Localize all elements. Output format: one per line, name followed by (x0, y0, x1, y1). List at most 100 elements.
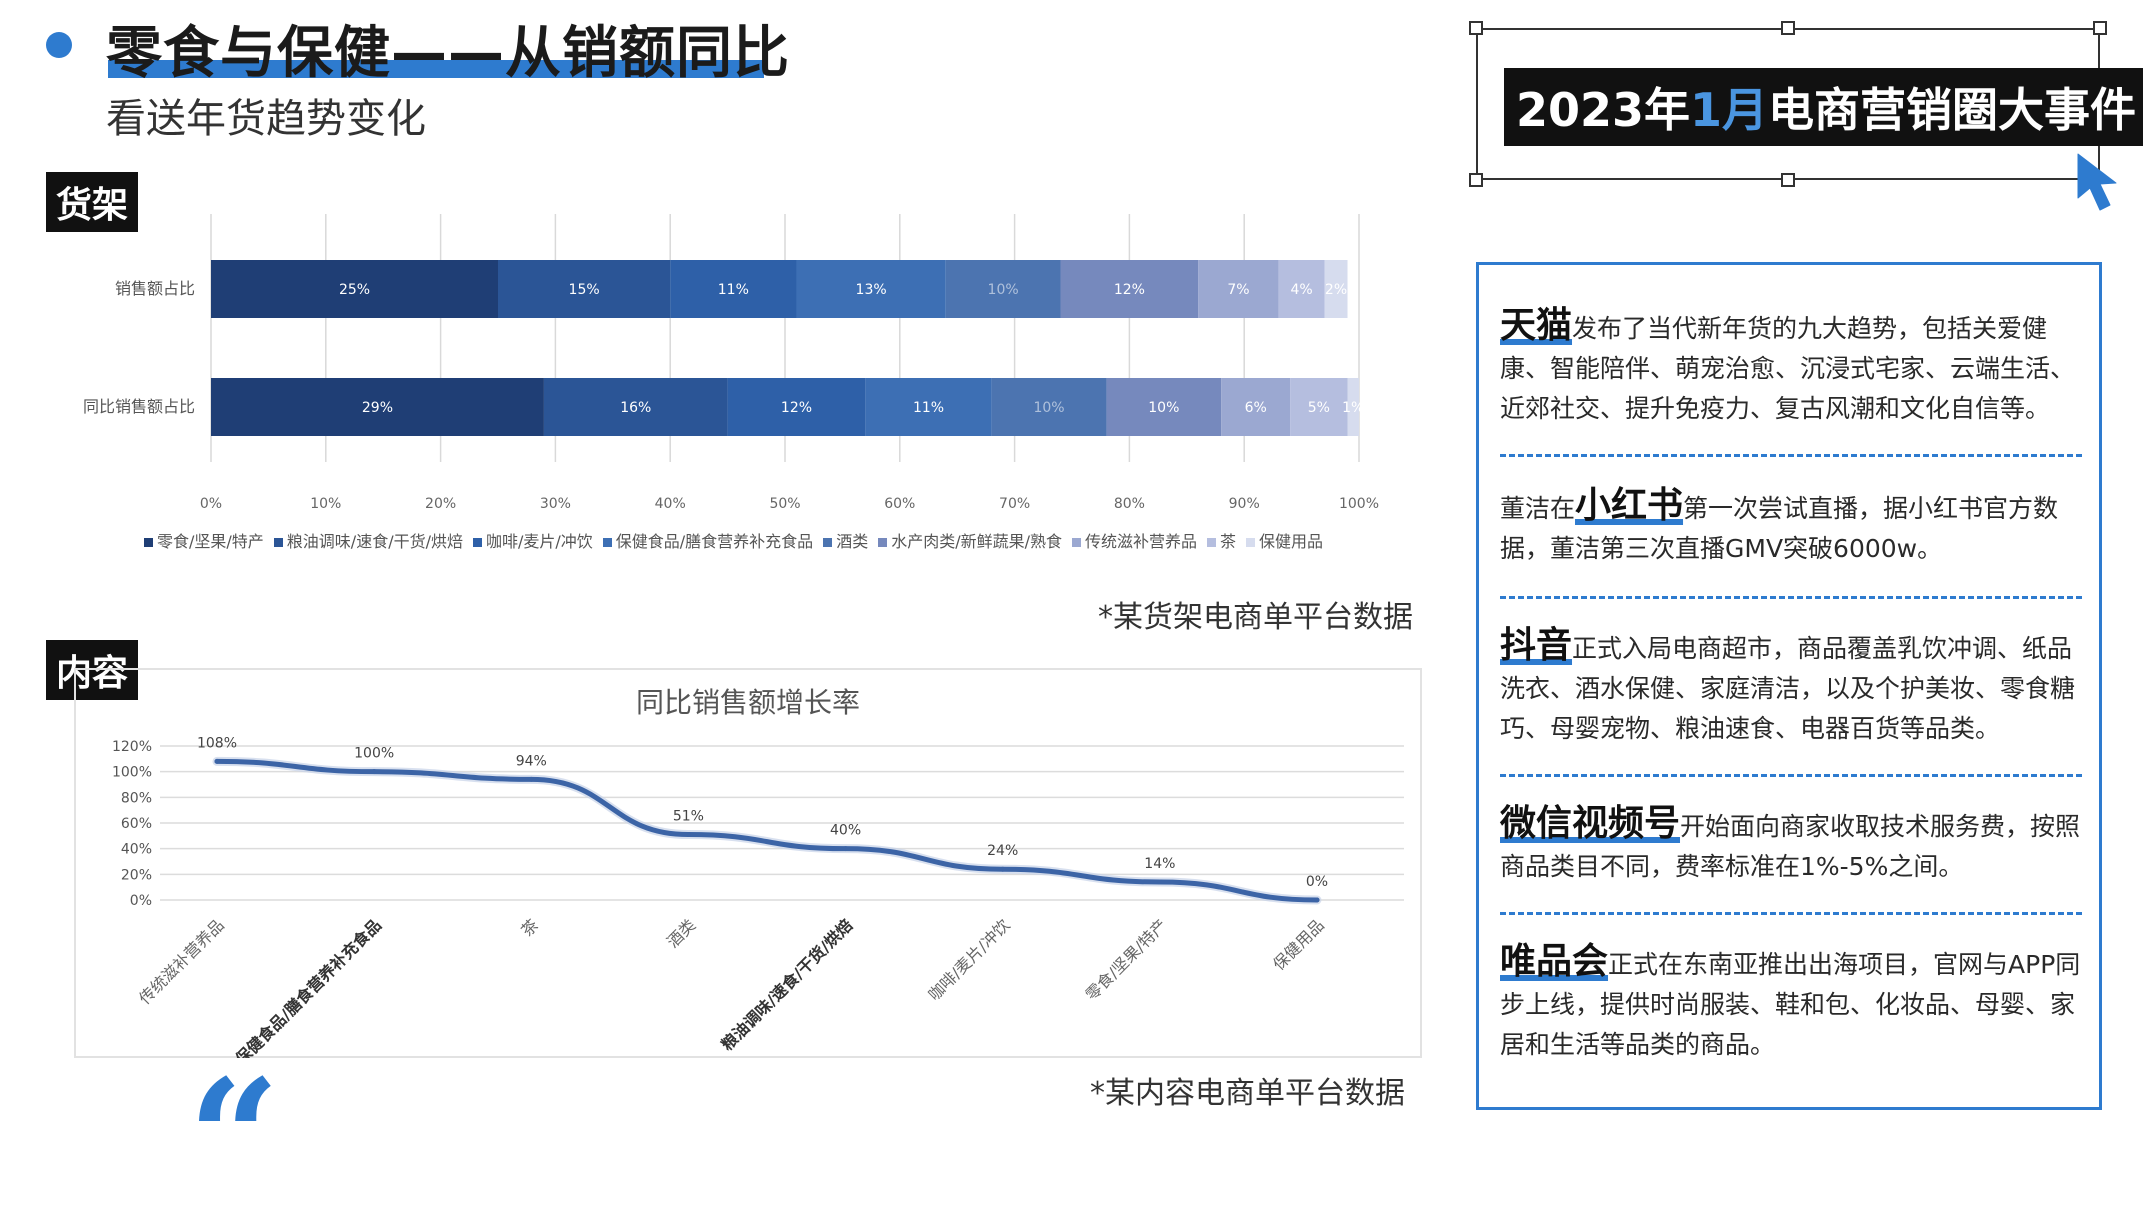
bar-segment (1347, 378, 1359, 436)
x-tick-label: 80% (1114, 496, 1145, 512)
content-source-note: *某内容电商单平台数据 (1090, 1076, 1405, 1111)
news-item-xiaohongshu: 董洁在小红书第一次尝试直播，据小红书官方数据，董洁第三次直播GMV突破6000w… (1500, 486, 2084, 569)
data-label: 108% (197, 735, 237, 751)
cursor-arrow-icon (2077, 153, 2117, 211)
data-label: 12% (781, 400, 812, 416)
bar-segment (727, 378, 866, 436)
brand-name: 微信视频号 (1500, 803, 1681, 844)
title-underline (108, 60, 764, 78)
chart-legend: 零食/坚果/特产 粮油调味/速食/干货/烘焙 咖啡/麦片/冲饮 保健食品/膳食营养补充… (134, 528, 1323, 552)
series-line (214, 758, 1320, 903)
x-tick-label: 10% (310, 496, 341, 512)
data-label: 24% (987, 843, 1018, 859)
legend-swatch (144, 538, 153, 547)
data-point (528, 776, 534, 782)
page-subtitle: 看送年货趋势变化 (106, 96, 426, 142)
data-label: 40% (830, 823, 861, 839)
line-chart: 同比销售额增长率 0% 20% 40% 60% 80% 100% 120% 108% 传统滋补营养… (112, 686, 1404, 1058)
news-item-vipshop: 唯品会正式在东南亚推出出海项目，官网与APP同步上线，提供时尚服装、鞋和包、化妆… (1500, 942, 2084, 1065)
x-tick-label: 60% (884, 496, 915, 512)
x-tick-label: 100% (1339, 496, 1379, 512)
y-category-label: 同比销售额占比 (83, 397, 195, 416)
news-item-weixin-channels: 微信视频号开始面向商家收取技术服务费，按照商品类目不同，费率标准在1%-5%之间… (1500, 804, 2084, 887)
legend-label: 粮油调味/速食/干货/烘焙 (286, 532, 463, 551)
y-tick-label: 40% (121, 842, 152, 858)
news-text-before: 董洁在 (1500, 494, 1576, 523)
resize-handle-bottom-center[interactable] (1781, 173, 1795, 187)
legend-swatch (878, 538, 888, 547)
shelf-tag: 货架 (46, 172, 139, 232)
x-category-label: 零食/坚果/特产 (1082, 915, 1171, 1004)
legend-label: 酒类 (836, 532, 869, 551)
bar-segment (1106, 378, 1222, 436)
data-label: 51% (673, 809, 704, 825)
data-point (843, 846, 849, 852)
x-category-label: 酒类 (663, 915, 699, 951)
y-tick-label: 20% (121, 867, 152, 883)
brand-name: 抖音 (1500, 625, 1573, 666)
stacked-bar-chart: 0% 10% 20% 30% 40% 50% 60% 70% 80% 90% 100% 销售额占比同比… (83, 214, 1379, 512)
legend-swatch (602, 538, 612, 547)
chart-title: 同比销售额增长率 (636, 686, 860, 719)
content-tag: 内容 (46, 640, 139, 700)
resize-handle-top-center[interactable] (1781, 21, 1795, 35)
line-chart-frame (74, 668, 1422, 1058)
data-label: 6% (1245, 400, 1267, 416)
news-item-douyin: 抖音正式入局电商超市，商品覆盖乳饮冲调、纸品洗衣、酒水保健、家庭清洁，以及个护美… (1500, 626, 2084, 749)
bar-segment (865, 378, 992, 436)
resize-handle-top-right[interactable] (2093, 21, 2107, 35)
x-tick-label: 30% (540, 496, 571, 512)
x-tick-label: 20% (425, 496, 456, 512)
data-point (1000, 866, 1006, 872)
x-tick-label: 50% (769, 496, 800, 512)
data-label: 10% (988, 282, 1019, 298)
legend-swatch (472, 538, 482, 547)
news-text: 正式入局电商超市，商品覆盖乳饮冲调、纸品洗衣、酒水保健、家庭清洁，以及个护美妆、… (1500, 634, 2076, 743)
data-label: 94% (516, 753, 547, 769)
bar-segment (1278, 260, 1325, 318)
x-tick-label: 40% (655, 496, 686, 512)
bar-segment (991, 378, 1107, 436)
x-category-label: 保健用品 (1269, 915, 1328, 974)
resize-handle-top-left[interactable] (1469, 21, 1483, 35)
data-label: 100% (354, 746, 394, 762)
dashed-divider (1500, 596, 2082, 599)
news-text: 发布了当代新年货的九大趋势，包括关爱健康、智能陪伴、萌宠治愈、沉浸式宅家、云端生… (1500, 314, 2076, 423)
news-text: 开始面向商家收取技术服务费，按照商品类目不同，费率标准在1%-5%之间。 (1500, 812, 2081, 881)
data-label: 5% (1308, 400, 1330, 416)
bar-segment (796, 260, 946, 318)
bar-segment (543, 378, 728, 436)
data-point (371, 769, 377, 775)
news-box (1476, 262, 2102, 1110)
x-category-label: 茶 (517, 915, 542, 940)
news-item-tmall: 天猫发布了当代新年货的九大趋势，包括关爱健康、智能陪伴、萌宠治愈、沉浸式宅家、云… (1500, 306, 2084, 429)
data-label: 13% (856, 282, 887, 298)
legend-label: 茶 (1220, 532, 1237, 551)
brand-name: 小红书 (1575, 485, 1684, 526)
bar-segment (1290, 378, 1348, 436)
news-text: 正式在东南亚推出出海项目，官网与APP同步上线，提供时尚服装、鞋和包、化妆品、母… (1500, 950, 2081, 1059)
data-label: 1% (1342, 400, 1364, 416)
data-label: 10% (1148, 400, 1179, 416)
legend-swatch (1246, 538, 1256, 547)
x-tick-label: 0% (200, 496, 222, 512)
data-point (214, 758, 220, 764)
title-bullet (46, 32, 72, 58)
bar-segment (945, 260, 1061, 318)
data-point (1314, 897, 1320, 903)
y-tick-label: 60% (121, 816, 152, 832)
data-point (1157, 879, 1163, 885)
legend-swatch (273, 538, 283, 547)
data-label: 29% (362, 400, 393, 416)
brand-name: 唯品会 (1500, 941, 1609, 982)
data-label: 4% (1290, 282, 1312, 298)
bar-segment (1198, 260, 1279, 318)
legend-label: 保健食品/膳食营养补充食品 (615, 532, 814, 551)
x-category-label: 粮油调味/速食/干货/烘焙 (717, 915, 856, 1054)
resize-handle-bottom-left[interactable] (1469, 173, 1483, 187)
y-tick-label: 0% (130, 893, 152, 909)
data-label: 16% (620, 400, 651, 416)
quote-mark-icon: “ (188, 1044, 281, 1232)
data-point (685, 832, 691, 838)
event-header-rest: 电商营销圈大事件 (1768, 83, 2137, 137)
